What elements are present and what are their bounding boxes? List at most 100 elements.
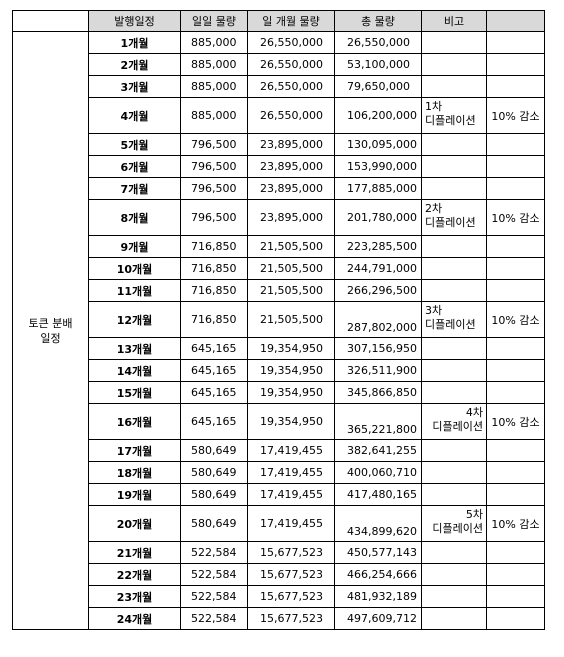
monthly-volume-cell: 21,505,500 xyxy=(247,279,335,302)
total-volume-cell: 266,296,500 xyxy=(334,279,422,302)
note-cell xyxy=(421,541,487,564)
reduction-cell xyxy=(486,133,545,156)
daily-volume-cell: 580,649 xyxy=(180,461,248,484)
header-note: 비고 xyxy=(421,10,487,32)
note-cell xyxy=(421,337,487,360)
month-cell: 18개월 xyxy=(88,461,181,484)
monthly-volume-cell: 15,677,523 xyxy=(247,585,335,608)
reduction-cell xyxy=(486,177,545,200)
total-volume-cell: 201,780,000 xyxy=(334,199,422,236)
reduction-cell xyxy=(486,257,545,280)
monthly-volume-cell: 21,505,500 xyxy=(247,301,335,338)
header-monthly-volume: 일 개월 물량 xyxy=(247,10,335,32)
monthly-volume-cell: 17,419,455 xyxy=(247,505,335,542)
table-row: 7개월 796,500 23,895,000 177,885,000 xyxy=(13,177,545,200)
note-cell xyxy=(421,607,487,630)
month-cell: 6개월 xyxy=(88,155,181,178)
table-row: 22개월 522,584 15,677,523 466,254,666 xyxy=(13,563,545,586)
table-row: 15개월 645,165 19,354,950 345,866,850 xyxy=(13,381,545,404)
monthly-volume-cell: 17,419,455 xyxy=(247,461,335,484)
monthly-volume-cell: 26,550,000 xyxy=(247,97,335,134)
daily-volume-cell: 796,500 xyxy=(180,199,248,236)
daily-volume-cell: 645,165 xyxy=(180,337,248,360)
monthly-volume-cell: 23,895,000 xyxy=(247,177,335,200)
monthly-volume-cell: 17,419,455 xyxy=(247,483,335,506)
table-row: 토큰 분배 일정 1개월 885,000 26,550,000 26,550,000 xyxy=(12,31,545,630)
note-cell: 3차 디플레이션 xyxy=(421,301,487,338)
daily-volume-cell: 716,850 xyxy=(180,301,248,338)
monthly-volume-cell: 23,895,000 xyxy=(247,155,335,178)
table-header-row: 발행일정 일일 물량 일 개월 물량 총 물량 비고 xyxy=(12,10,545,32)
total-volume-cell: 53,100,000 xyxy=(334,53,422,76)
table-row: 6개월 796,500 23,895,000 153,990,000 xyxy=(13,155,545,178)
daily-volume-cell: 885,000 xyxy=(180,31,248,54)
table-row: 10개월 716,850 21,505,500 244,791,000 xyxy=(13,257,545,280)
month-cell: 1개월 xyxy=(88,31,181,54)
note-cell xyxy=(421,257,487,280)
month-cell: 7개월 xyxy=(88,177,181,200)
total-volume-cell: 434,899,620 xyxy=(334,505,422,542)
table-row: 16개월 645,165 19,354,950 365,221,800 4차 디플레이션… xyxy=(13,403,545,440)
table-row: 19개월 580,649 17,419,455 417,480,165 xyxy=(13,483,545,506)
month-cell: 2개월 xyxy=(88,53,181,76)
monthly-volume-cell: 21,505,500 xyxy=(247,257,335,280)
monthly-volume-cell: 15,677,523 xyxy=(247,563,335,586)
note-cell xyxy=(421,483,487,506)
monthly-volume-cell: 26,550,000 xyxy=(247,31,335,54)
month-cell: 5개월 xyxy=(88,133,181,156)
total-volume-cell: 177,885,000 xyxy=(334,177,422,200)
total-volume-cell: 130,095,000 xyxy=(334,133,422,156)
month-cell: 20개월 xyxy=(88,505,181,542)
month-cell: 22개월 xyxy=(88,563,181,586)
daily-volume-cell: 645,165 xyxy=(180,381,248,404)
reduction-cell: 10% 감소 xyxy=(486,97,545,134)
table-row: 24개월 522,584 15,677,523 497,609,712 xyxy=(13,607,545,630)
monthly-volume-cell: 19,354,950 xyxy=(247,381,335,404)
total-volume-cell: 106,200,000 xyxy=(334,97,422,134)
month-cell: 9개월 xyxy=(88,235,181,258)
month-cell: 13개월 xyxy=(88,337,181,360)
note-cell xyxy=(421,155,487,178)
table-row: 4개월 885,000 26,550,000 106,200,000 1차 디플레이션 1… xyxy=(13,97,545,134)
month-cell: 24개월 xyxy=(88,607,181,630)
note-cell: 1차 디플레이션 xyxy=(421,97,487,134)
monthly-volume-cell: 26,550,000 xyxy=(247,53,335,76)
total-volume-cell: 417,480,165 xyxy=(334,483,422,506)
reduction-cell xyxy=(486,75,545,98)
reduction-cell xyxy=(486,607,545,630)
table-row: 13개월 645,165 19,354,950 307,156,950 xyxy=(13,337,545,360)
section-label: 토큰 분배 일정 xyxy=(12,31,89,630)
total-volume-cell: 481,932,189 xyxy=(334,585,422,608)
daily-volume-cell: 580,649 xyxy=(180,483,248,506)
total-volume-cell: 345,866,850 xyxy=(334,381,422,404)
monthly-volume-cell: 19,354,950 xyxy=(247,337,335,360)
total-volume-cell: 287,802,000 xyxy=(334,301,422,338)
total-volume-cell: 466,254,666 xyxy=(334,563,422,586)
month-cell: 21개월 xyxy=(88,541,181,564)
month-cell: 15개월 xyxy=(88,381,181,404)
table-row: 5개월 796,500 23,895,000 130,095,000 xyxy=(13,133,545,156)
reduction-cell xyxy=(486,461,545,484)
daily-volume-cell: 522,584 xyxy=(180,585,248,608)
monthly-volume-cell: 15,677,523 xyxy=(247,607,335,630)
reduction-cell xyxy=(486,585,545,608)
month-cell: 4개월 xyxy=(88,97,181,134)
daily-volume-cell: 885,000 xyxy=(180,53,248,76)
distribution-table-wrapper: 발행일정 일일 물량 일 개월 물량 총 물량 비고 토큰 분배 일정 1개월 88… xyxy=(12,10,545,630)
monthly-volume-cell: 26,550,000 xyxy=(247,75,335,98)
note-cell xyxy=(421,31,487,54)
reduction-cell xyxy=(486,563,545,586)
table-body: 토큰 분배 일정 1개월 885,000 26,550,000 26,550,000 2개… xyxy=(12,31,545,630)
note-cell xyxy=(421,75,487,98)
daily-volume-cell: 522,584 xyxy=(180,541,248,564)
reduction-cell xyxy=(486,279,545,302)
note-cell xyxy=(421,279,487,302)
table-row: 17개월 580,649 17,419,455 382,641,255 xyxy=(13,439,545,462)
header-blank-cell xyxy=(12,10,89,32)
reduction-cell: 10% 감소 xyxy=(486,199,545,236)
daily-volume-cell: 885,000 xyxy=(180,97,248,134)
monthly-volume-cell: 23,895,000 xyxy=(247,133,335,156)
total-volume-cell: 450,577,143 xyxy=(334,541,422,564)
table-row: 9개월 716,850 21,505,500 223,285,500 xyxy=(13,235,545,258)
total-volume-cell: 382,641,255 xyxy=(334,439,422,462)
